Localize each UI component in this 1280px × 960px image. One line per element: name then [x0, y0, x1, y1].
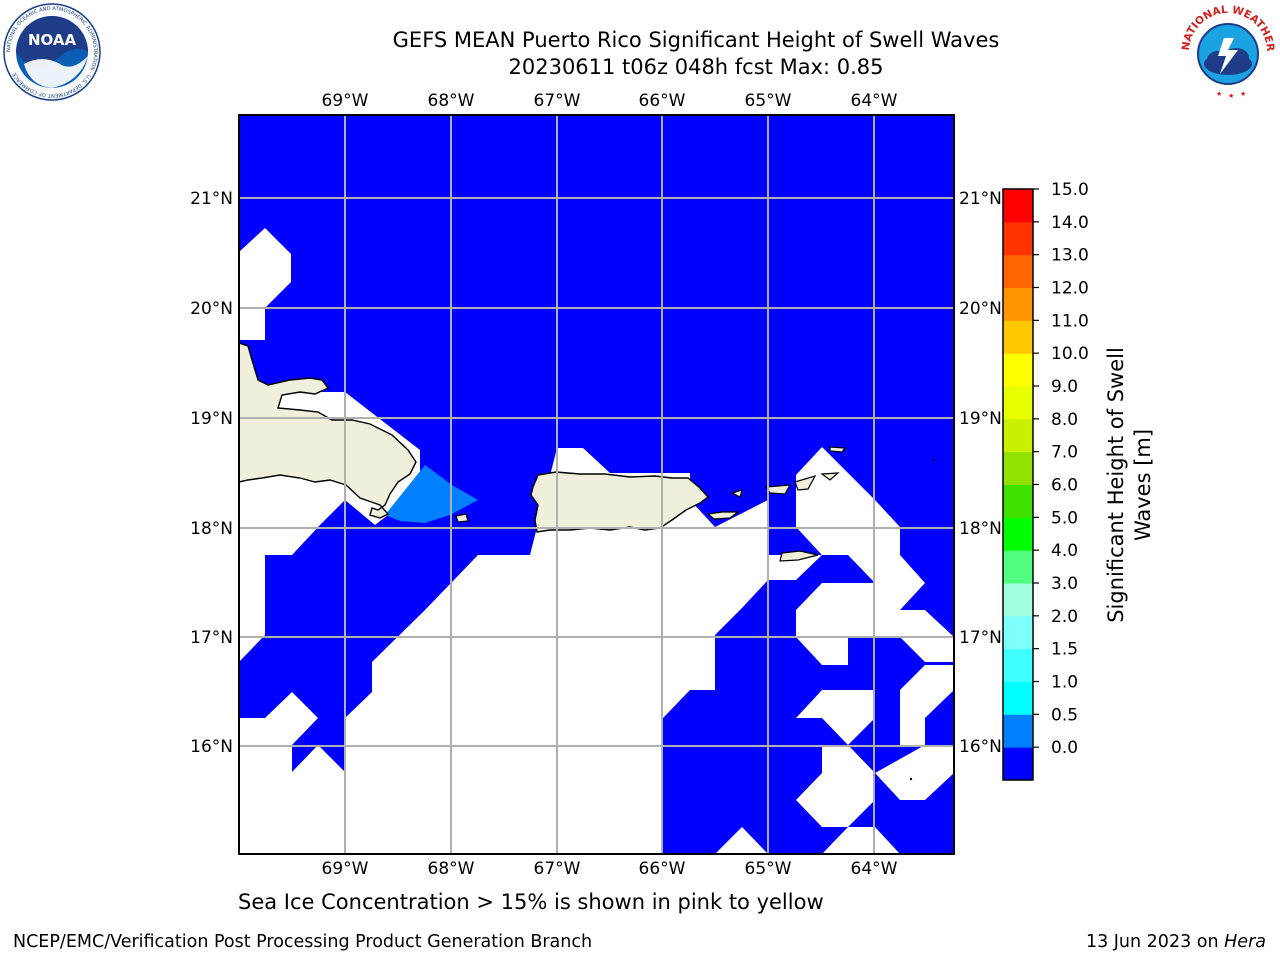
lat-label-left: 20°N [190, 299, 233, 319]
noaa-logo: NATIONAL OCEANIC AND ATMOSPHERIC ADMINIS… [3, 3, 101, 101]
colorbar-tick-label: 1.0 [1051, 673, 1078, 693]
colorbar-tick-label: 2.0 [1051, 607, 1078, 627]
colorbar-swatch [1003, 615, 1033, 650]
lat-label-right: 17°N [959, 628, 1002, 648]
footer-credit: NCEP/EMC/Verification Post Processing Pr… [13, 932, 593, 952]
footer-machine: Hera [1224, 932, 1266, 952]
colorbar-tick-label: 12.0 [1051, 279, 1089, 299]
lat-label-left: 17°N [190, 628, 233, 648]
colorbar-tick-label: 10.0 [1051, 344, 1089, 364]
colorbar-label-line2: Waves [m] [1131, 429, 1155, 541]
noaa-wordmark: NOAA [28, 31, 77, 49]
lon-label-bottom: 69°W [322, 859, 369, 879]
lon-label-bottom: 64°W [851, 859, 898, 879]
colorbar-tick-label: 0.0 [1051, 738, 1078, 758]
map-gridlines [239, 115, 954, 854]
map-frame [238, 114, 955, 855]
colorbar-tick-label: 13.0 [1051, 246, 1089, 266]
colorbar-tick-label: 8.0 [1051, 410, 1078, 430]
lon-label-top: 64°W [851, 91, 898, 111]
lat-label-right: 19°N [959, 409, 1002, 429]
nws-logo: NATIONAL WEATHER SERVICE ★ ★ ★ [1178, 2, 1276, 100]
lat-label-right: 16°N [959, 737, 1002, 757]
colorbar-tick-label: 11.0 [1051, 311, 1089, 331]
colorbar-swatch [1003, 550, 1033, 584]
colorbar-swatch [1003, 583, 1033, 617]
svg-text:★: ★ [1240, 90, 1246, 98]
land-puerto-rico [530, 471, 710, 533]
land-hispaniola [239, 342, 417, 519]
lon-label-top: 69°W [322, 91, 369, 111]
colorbar-swatch [1003, 451, 1033, 485]
lat-label-right: 18°N [959, 519, 1002, 539]
footer-date: 13 Jun 2023 on Hera [1086, 932, 1266, 952]
colorbar-tick-label: 4.0 [1051, 541, 1078, 561]
lat-label-left: 18°N [190, 519, 233, 539]
colorbar-swatch [1003, 386, 1033, 420]
colorbar-tick-label: 1.5 [1051, 640, 1078, 660]
lat-label-left: 21°N [190, 189, 233, 209]
colorbar-swatch [1003, 681, 1033, 715]
colorbar-tick-label: 6.0 [1051, 476, 1078, 496]
lon-label-top: 67°W [534, 91, 581, 111]
colorbar-tick-label: 5.0 [1051, 508, 1078, 528]
lon-label-top: 65°W [745, 91, 792, 111]
colorbar-tick-label: 15.0 [1051, 180, 1089, 200]
colorbar-swatch [1003, 353, 1033, 387]
colorbar-swatch [1003, 254, 1033, 288]
colorbar-swatch [1003, 484, 1033, 518]
lat-label-left: 19°N [190, 409, 233, 429]
colorbar-swatch [1003, 221, 1033, 256]
sea-ice-note: Sea Ice Concentration > 15% is shown in … [238, 890, 824, 914]
lon-label-top: 68°W [428, 91, 475, 111]
colorbar-swatch [1003, 287, 1033, 321]
svg-text:★: ★ [1228, 92, 1234, 100]
lon-label-bottom: 68°W [428, 859, 475, 879]
colorbar-label-line1: Significant Height of Swell [1104, 347, 1128, 623]
lat-label-left: 16°N [190, 737, 233, 757]
lon-label-bottom: 67°W [534, 859, 581, 879]
colorbar-swatch [1003, 517, 1033, 551]
colorbar-swatch [1003, 747, 1033, 781]
lat-label-right: 20°N [959, 299, 1002, 319]
colorbar-swatch [1003, 418, 1033, 453]
colorbar [1002, 188, 1034, 781]
colorbar-tick-label: 9.0 [1051, 377, 1078, 397]
map-title-line2: 20230611 t06z 048h fcst Max: 0.85 [508, 55, 884, 79]
colorbar-swatch [1003, 189, 1033, 223]
lat-label-right: 21°N [959, 189, 1002, 209]
lon-label-top: 66°W [639, 91, 686, 111]
colorbar-swatch [1003, 714, 1033, 748]
footer-date-text: 13 Jun 2023 on [1085, 932, 1225, 952]
colorbar-tick-label: 0.5 [1051, 705, 1078, 725]
lon-label-bottom: 66°W [639, 859, 686, 879]
land-small-islands [455, 446, 847, 562]
lon-label-bottom: 65°W [745, 859, 792, 879]
colorbar-tick-label: 7.0 [1051, 443, 1078, 463]
map-title-line1: GEFS MEAN Puerto Rico Significant Height… [392, 28, 1000, 52]
map-plot-area [239, 115, 954, 854]
colorbar-tick-label: 3.0 [1051, 574, 1078, 594]
colorbar-swatch [1003, 648, 1033, 682]
colorbar-swatch [1003, 320, 1033, 354]
colorbar-tick-label: 14.0 [1051, 213, 1089, 233]
swell-field-mid [385, 465, 478, 523]
svg-text:★: ★ [1216, 90, 1222, 98]
